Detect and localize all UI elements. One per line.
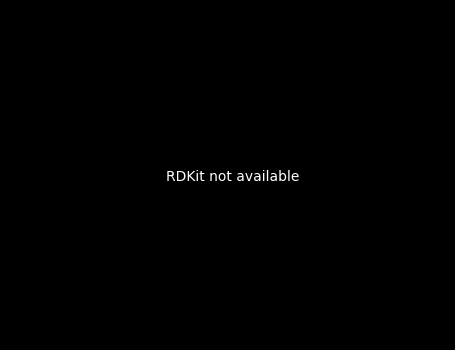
Text: RDKit not available: RDKit not available: [166, 170, 299, 184]
